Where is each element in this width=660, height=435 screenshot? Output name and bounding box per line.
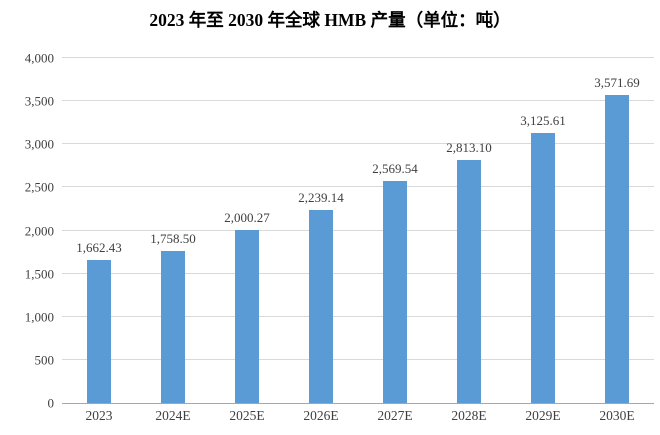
bar-slot: 2,569.54 — [358, 58, 432, 403]
x-axis-tick-label: 2026E — [303, 408, 339, 423]
bar — [383, 181, 407, 403]
bar — [161, 251, 185, 403]
gridlines — [62, 57, 654, 403]
chart-title: 2023 年至 2030 年全球 HMB 产量（单位：吨） — [149, 10, 511, 30]
bar-value-label: 2,569.54 — [372, 161, 418, 177]
plot-area: 1,662.43 1,758.50 2,000.27 2,239.14 2,569.54… — [62, 57, 654, 404]
bar-slot: 2,000.27 — [210, 58, 284, 403]
gridline — [62, 272, 654, 274]
bar-slot: 2,813.10 — [432, 58, 506, 403]
y-axis-tick-label: 2,000 — [24, 223, 54, 238]
bar-value-label: 3,571.69 — [594, 74, 640, 90]
bar-slot: 3,571.69 — [580, 58, 654, 403]
gridline — [62, 186, 654, 188]
x-axis-tick-label: 2028E — [451, 408, 487, 423]
gridline — [62, 358, 654, 360]
y-axis-tick-label: 4,000 — [24, 50, 54, 66]
gridline — [62, 143, 654, 145]
bar-value-label: 3,125.61 — [520, 113, 566, 129]
bar-slot: 1,662.43 — [62, 58, 136, 403]
bar — [531, 133, 555, 403]
bar — [605, 94, 629, 403]
y-axis-tick-label: 3,000 — [24, 136, 54, 152]
x-axis-tick-label: 2025E — [229, 408, 265, 423]
y-axis-tick-label: 3,500 — [24, 93, 54, 109]
y-axis-labels: 0 500 1,000 1,500 2,000 2,500 3,000 3,500 4,000 — [0, 52, 55, 410]
x-axis-tick-label: 2030E — [599, 408, 635, 423]
x-axis-labels: 2023 2024E 2025E 2026E 2027E 2028E 2029E 2030E — [62, 408, 654, 424]
bar — [457, 160, 481, 403]
y-axis-tick-label: 1,500 — [24, 266, 54, 282]
y-axis-tick-label: 500 — [34, 352, 55, 368]
y-axis-tick-label: 0 — [47, 395, 55, 411]
bar-value-label: 2,239.14 — [298, 189, 344, 205]
x-axis-tick-label: 2027E — [377, 408, 413, 423]
bar — [235, 230, 259, 403]
bar-value-label: 1,662.43 — [76, 239, 122, 255]
bar-value-label: 2,000.27 — [224, 210, 270, 226]
gridline — [62, 57, 654, 58]
bars: 1,662.43 1,758.50 2,000.27 2,239.14 2,569.54… — [62, 58, 654, 403]
x-axis-tick-label: 2024E — [155, 408, 191, 423]
bar-slot: 1,758.50 — [136, 58, 210, 403]
gridline — [62, 315, 654, 317]
gridline — [62, 100, 654, 102]
bar-slot: 3,125.61 — [506, 58, 580, 403]
bar — [309, 209, 333, 403]
x-axis-tick-label: 2029E — [525, 408, 561, 423]
bar-value-label: 1,758.50 — [150, 231, 196, 247]
bar-value-label: 2,813.10 — [446, 140, 492, 156]
bar-slot: 2,239.14 — [284, 58, 358, 403]
x-axis-tick-label: 2023 — [85, 408, 113, 423]
y-axis-tick-label: 1,000 — [24, 309, 54, 325]
bar — [87, 259, 111, 403]
y-axis-tick-label: 2,500 — [24, 179, 54, 195]
gridline — [62, 229, 654, 231]
